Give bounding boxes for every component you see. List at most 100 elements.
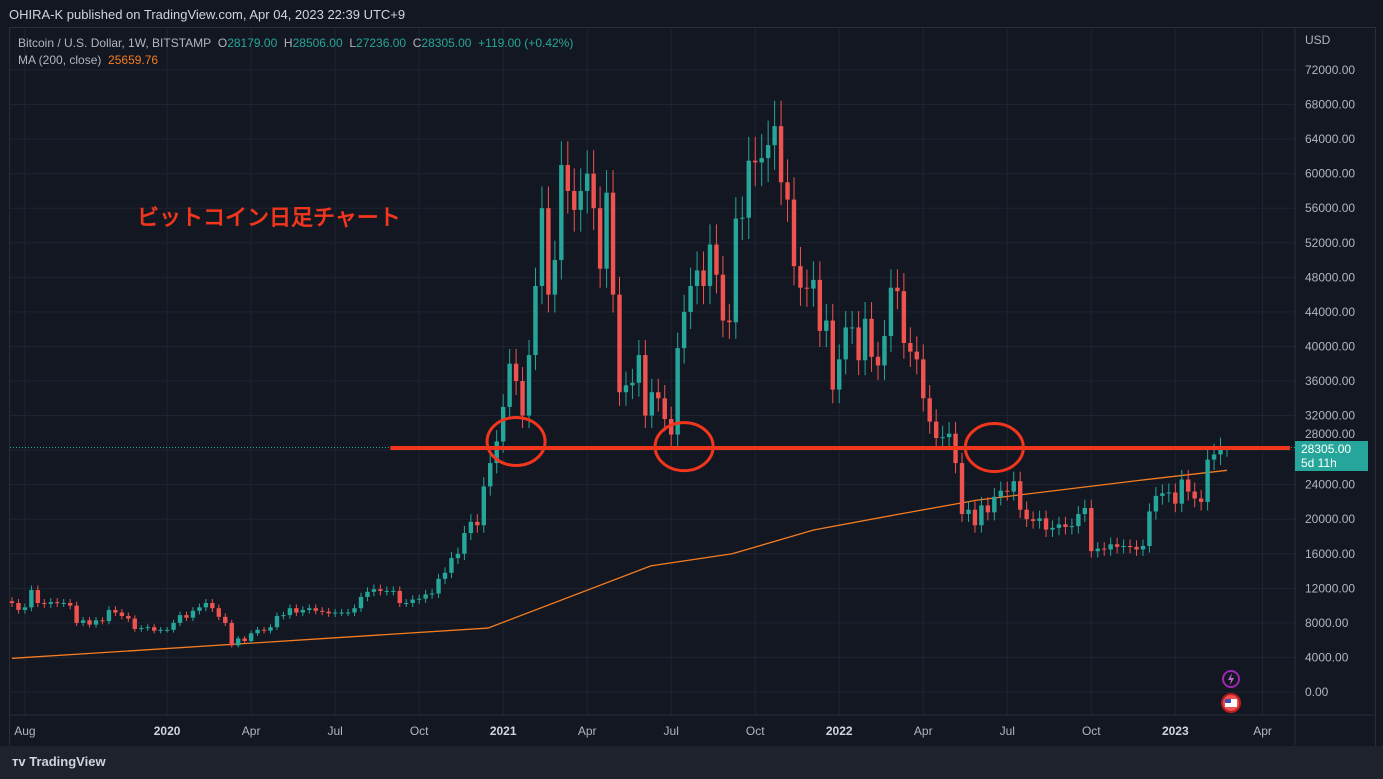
candle-body — [177, 615, 183, 623]
candle — [391, 586, 396, 596]
candle-body — [410, 599, 415, 604]
candle-body — [100, 620, 105, 622]
candle-body — [959, 463, 965, 515]
candle — [67, 599, 73, 610]
candle-body — [1218, 448, 1223, 455]
candle-body — [985, 505, 991, 513]
candle — [694, 251, 700, 305]
candle — [235, 636, 241, 648]
candle-body — [875, 356, 881, 366]
candle-body — [681, 311, 687, 349]
candle-body — [520, 380, 525, 416]
candle-body — [979, 505, 984, 526]
candle — [61, 599, 66, 608]
candle-body — [378, 589, 383, 591]
candle — [106, 606, 112, 625]
candle — [210, 599, 215, 612]
candle-body — [901, 291, 907, 343]
candle — [42, 599, 47, 608]
candle — [442, 567, 448, 584]
candle-body — [462, 533, 467, 554]
candle — [29, 585, 34, 612]
candle — [365, 587, 370, 602]
candle — [507, 348, 512, 420]
candle-body — [888, 287, 894, 337]
candle — [80, 617, 86, 626]
candle — [869, 302, 874, 372]
y-tick-label: 68000.00 — [1305, 98, 1355, 112]
lightning-event-icon — [1222, 670, 1240, 688]
candle — [559, 141, 564, 280]
candle — [636, 339, 642, 397]
candle — [1076, 506, 1081, 534]
ma-label: MA (200, close) — [18, 53, 102, 67]
candle — [1102, 542, 1107, 556]
us-flag-canton — [1225, 699, 1231, 703]
candle-body — [1056, 524, 1062, 528]
candle — [242, 636, 247, 644]
candle — [901, 273, 907, 359]
candle — [552, 240, 558, 313]
candle — [203, 599, 209, 612]
last-price-label: 28305.00 5d 11h — [1295, 441, 1368, 471]
candle — [875, 341, 881, 381]
candle-body — [332, 612, 338, 614]
candle-body — [791, 199, 797, 267]
candle — [824, 303, 829, 348]
candle — [772, 100, 777, 170]
candle-body — [630, 382, 635, 386]
chart-frame[interactable] — [9, 27, 1376, 747]
candle — [93, 617, 99, 628]
candle-body — [882, 336, 887, 366]
low-label: L — [349, 36, 357, 50]
candle-body — [617, 294, 622, 393]
candle-body — [1108, 544, 1113, 550]
candle-body — [106, 609, 112, 622]
y-tick-label: 52000.00 — [1305, 236, 1355, 250]
close-label: C — [412, 36, 422, 50]
candle — [481, 477, 486, 533]
candle-body — [1024, 509, 1029, 520]
candle-body — [80, 620, 86, 623]
candle — [488, 452, 493, 496]
candle — [1024, 501, 1029, 527]
candle — [22, 603, 28, 614]
candle-body — [190, 610, 196, 618]
candle — [1043, 510, 1049, 537]
candle — [287, 604, 293, 619]
candle-body — [1140, 546, 1146, 550]
candle-body — [572, 190, 577, 210]
candle — [578, 168, 583, 232]
candle-body — [849, 327, 855, 329]
publish-info: OHIRA-K published on TradingView.com, Ap… — [9, 7, 406, 22]
tv-logo-icon: ᴛᴠ — [12, 754, 30, 769]
candle — [1198, 489, 1204, 511]
candle-body — [740, 217, 745, 219]
candle — [255, 627, 260, 636]
candle — [849, 311, 855, 344]
candle-body — [707, 244, 713, 286]
tradingview-logo[interactable]: ᴛᴠ TradingView — [12, 754, 106, 769]
candle-body — [255, 629, 260, 634]
candle-body — [1127, 546, 1133, 548]
candle-body — [669, 419, 674, 435]
candle-body — [727, 320, 732, 323]
candle-body — [972, 509, 978, 526]
candle-body — [87, 620, 92, 625]
candle-body — [1160, 493, 1165, 496]
candle-body — [35, 590, 41, 604]
candle — [740, 196, 745, 240]
candle-body — [759, 158, 764, 163]
candle-body — [235, 638, 241, 646]
candle — [339, 608, 344, 617]
low-value: 27236.00 — [356, 36, 407, 50]
candle-body — [455, 553, 461, 559]
candle-body — [300, 609, 306, 613]
candle — [1160, 484, 1165, 505]
candle — [591, 150, 596, 230]
brand-name: TradingView — [29, 754, 106, 769]
candle — [1069, 518, 1075, 535]
candle-body — [824, 320, 829, 331]
candle — [526, 339, 532, 428]
